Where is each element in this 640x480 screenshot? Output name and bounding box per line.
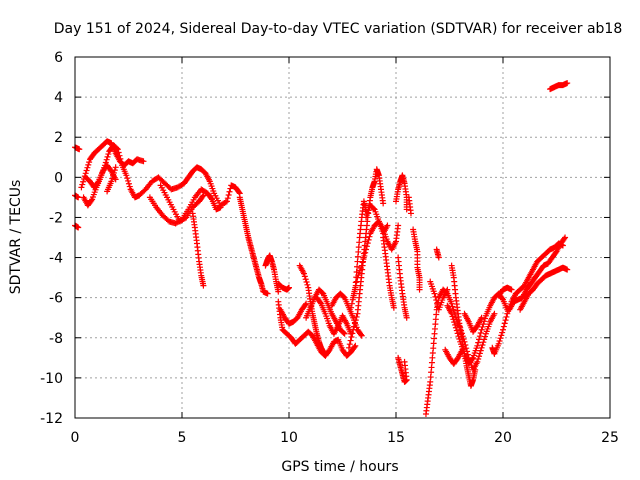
y-axis-label: SDTVAR / TECUs [8, 180, 24, 295]
data-series-track [410, 226, 423, 293]
data-series-track [136, 164, 243, 209]
data-series-track [189, 210, 207, 289]
x-tick-label: 25 [601, 430, 619, 446]
y-tick-label: 6 [54, 50, 63, 66]
data-series-track [433, 246, 442, 261]
y-tick-label: 0 [54, 170, 63, 186]
chart-title: Day 151 of 2024, Sidereal Day-to-day VTE… [54, 21, 623, 37]
data-series-track [104, 164, 119, 195]
y-tick-label: -6 [49, 291, 63, 307]
data-series-track [157, 182, 207, 225]
y-tick-label: -8 [49, 331, 63, 347]
data-series-track [395, 254, 410, 321]
data-series-track [506, 234, 569, 313]
data-series-track [427, 278, 451, 313]
data-series-track [461, 310, 485, 335]
x-tick-label: 0 [71, 430, 80, 446]
data-series-track [442, 346, 466, 367]
data-series-track [275, 280, 292, 293]
y-tick-label: -10 [40, 371, 63, 387]
data-series-track [277, 300, 310, 327]
plot-frame [74, 56, 611, 419]
x-tick-label: 20 [494, 430, 512, 446]
x-tick-label: 5 [178, 430, 187, 446]
axis-ticks: 0 5 10 15 20 25 -12 -10 -8 -6 -4 -2 0 2 4 6 [40, 50, 619, 446]
data-series-track [405, 194, 414, 217]
x-tick-label: 10 [280, 430, 298, 446]
data-series-track [313, 294, 355, 337]
data-series-track [489, 240, 566, 357]
y-tick-label: 2 [54, 130, 63, 146]
data-series-track [517, 264, 571, 313]
y-tick-label: -12 [40, 411, 63, 427]
y-tick-label: -4 [49, 251, 63, 267]
data-series-track [363, 202, 391, 237]
y-tick-label: -2 [49, 210, 63, 226]
data-series-track [495, 284, 515, 299]
x-tick-label: 15 [387, 430, 405, 446]
y-tick-label: 4 [54, 90, 63, 106]
data-series-track [380, 234, 397, 311]
data-series-track [395, 354, 410, 385]
data-series-track [448, 262, 479, 389]
data-layer [72, 80, 571, 417]
data-series-track [393, 172, 410, 213]
x-axis-label: GPS time / hours [281, 459, 398, 475]
data-series-track [236, 194, 271, 297]
data-series-track [547, 80, 571, 93]
